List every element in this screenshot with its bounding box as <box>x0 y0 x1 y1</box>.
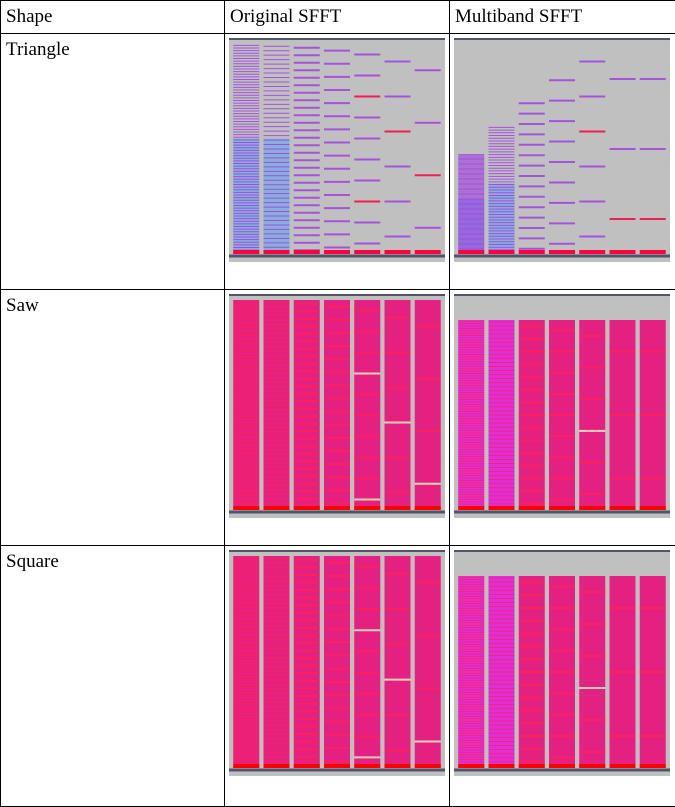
shape-label-cell: Square <box>0 545 225 807</box>
header-original-sfft: Original SFFT <box>224 0 450 34</box>
header-multiband-sfft: Multiband SFFT <box>449 0 675 34</box>
shape-label: Saw <box>6 295 39 316</box>
original-sfft-cell <box>224 33 450 290</box>
multiband-sfft-cell <box>449 545 675 807</box>
row-saw: Saw <box>0 289 675 546</box>
shape-label: Triangle <box>6 39 70 60</box>
header-row: Shape Original SFFT Multiband SFFT <box>0 0 675 34</box>
multiband-sfft-cell <box>449 289 675 546</box>
spectrogram-image <box>454 550 670 776</box>
spectrogram-image <box>229 38 445 262</box>
original-sfft-cell <box>224 545 450 807</box>
shape-label: Square <box>6 551 59 572</box>
row-triangle: Triangle <box>0 33 675 290</box>
shape-label-cell: Saw <box>0 289 225 546</box>
original-sfft-cell <box>224 289 450 546</box>
shape-label-cell: Triangle <box>0 33 225 290</box>
spectrogram-image <box>454 38 670 262</box>
multiband-sfft-cell <box>449 33 675 290</box>
header-shape: Shape <box>0 0 225 34</box>
spectrogram-image <box>229 294 445 518</box>
row-square: Square <box>0 545 675 807</box>
spectrogram-image <box>229 550 445 776</box>
spectrogram-image <box>454 294 670 518</box>
